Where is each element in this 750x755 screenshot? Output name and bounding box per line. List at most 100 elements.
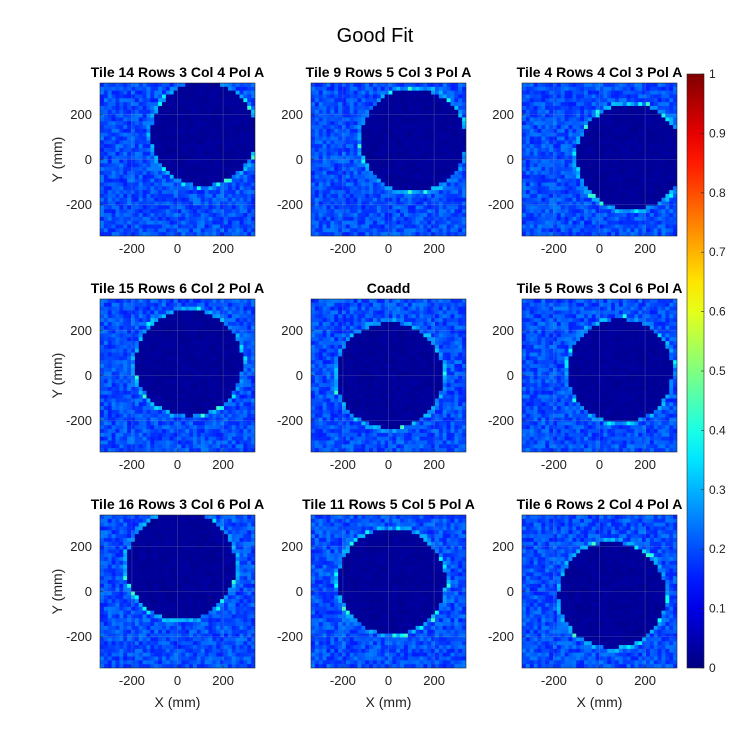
- panel-grid: -200 0 200 -200 0 200 Tile 14 Rows 3 Col 4 Pol…: [49, 64, 682, 710]
- x-axis-label: X (mm): [155, 694, 201, 710]
- colorbar-tick-label: 0.9: [709, 126, 726, 140]
- subplot-title: Coadd: [367, 280, 411, 296]
- x-tick-label: -200: [119, 241, 145, 256]
- y-tick-label: -200: [277, 413, 303, 428]
- figure-title: Good Fit: [337, 25, 414, 47]
- colorbar: 00.10.20.30.40.50.60.70.80.91: [687, 67, 726, 675]
- x-tick-label: -200: [541, 241, 567, 256]
- subplot-5: -200 0 200 -200 0 200 Coadd: [277, 280, 466, 472]
- colorbar-tick-label: 0.2: [709, 542, 726, 556]
- heatmap-field: [311, 83, 466, 236]
- colorbar-tick-label: 0.6: [709, 305, 726, 319]
- y-tick-label: -200: [66, 629, 92, 644]
- x-axis-label: X (mm): [577, 694, 623, 710]
- x-tick-label: 0: [174, 673, 181, 688]
- y-axis-label: Y (mm): [49, 137, 65, 183]
- x-tick-label: 0: [596, 673, 603, 688]
- x-tick-label: -200: [119, 457, 145, 472]
- colorbar-tick-label: 0.8: [709, 186, 726, 200]
- y-tick-label: 200: [281, 539, 303, 554]
- x-tick-label: 0: [174, 241, 181, 256]
- y-tick-label: -200: [66, 413, 92, 428]
- y-tick-label: 200: [492, 539, 514, 554]
- x-tick-label: -200: [330, 241, 356, 256]
- heatmap-field: [311, 299, 466, 452]
- colorbar-tick-label: 0.5: [709, 364, 726, 378]
- subplot-title: Tile 4 Rows 4 Col 3 Pol A: [517, 64, 683, 80]
- colorbar-tick-label: 0.7: [709, 245, 726, 259]
- x-tick-label: -200: [330, 457, 356, 472]
- subplot-title: Tile 16 Rows 3 Col 6 Pol A: [91, 496, 265, 512]
- subplot-title: Tile 11 Rows 5 Col 5 Pol A: [302, 496, 475, 512]
- y-tick-label: 200: [70, 539, 92, 554]
- subplot-title: Tile 5 Rows 3 Col 6 Pol A: [517, 280, 683, 296]
- x-tick-label: 0: [385, 457, 392, 472]
- heatmap-field: [100, 83, 255, 236]
- y-tick-label: 0: [85, 584, 92, 599]
- y-tick-label: 0: [507, 152, 514, 167]
- y-tick-label: -200: [277, 629, 303, 644]
- subplot-1: -200 0 200 -200 0 200 Tile 14 Rows 3 Col 4 Pol…: [49, 64, 264, 256]
- y-axis-label: Y (mm): [49, 569, 65, 615]
- x-tick-label: -200: [541, 457, 567, 472]
- colorbar-tick-label: 0.1: [709, 602, 726, 616]
- colorbar-tick-label: 1: [709, 67, 716, 81]
- x-tick-label: 200: [423, 241, 445, 256]
- y-axis-label: Y (mm): [49, 353, 65, 399]
- subplot-9: -200 0 200 -200 0 200 Tile 6 Rows 2 Col 4 Pol …: [488, 496, 682, 710]
- x-tick-label: 0: [385, 673, 392, 688]
- subplot-3: -200 0 200 -200 0 200 Tile 4 Rows 4 Col 3 Pol …: [488, 64, 682, 256]
- subplot-title: Tile 15 Rows 6 Col 2 Pol A: [91, 280, 265, 296]
- x-tick-label: 0: [596, 241, 603, 256]
- x-tick-label: -200: [119, 673, 145, 688]
- subplot-title: Tile 9 Rows 5 Col 3 Pol A: [306, 64, 472, 80]
- heatmap-field: [522, 515, 677, 668]
- y-tick-label: -200: [488, 629, 514, 644]
- x-tick-label: 200: [423, 673, 445, 688]
- heatmap-field: [522, 83, 677, 236]
- colorbar-tick-label: 0.3: [709, 483, 726, 497]
- y-tick-label: 200: [492, 323, 514, 338]
- y-tick-label: 0: [296, 368, 303, 383]
- heatmap-field: [522, 299, 677, 452]
- x-tick-label: 200: [634, 241, 656, 256]
- x-tick-label: 0: [596, 457, 603, 472]
- x-axis-label: X (mm): [366, 694, 412, 710]
- y-tick-label: 0: [507, 584, 514, 599]
- subplot-8: -200 0 200 -200 0 200 Tile 11 Rows 5 Col 5 Pol…: [277, 496, 475, 710]
- x-tick-label: -200: [541, 673, 567, 688]
- x-tick-label: 200: [212, 241, 234, 256]
- subplot-title: Tile 14 Rows 3 Col 4 Pol A: [91, 64, 265, 80]
- y-tick-label: -200: [488, 197, 514, 212]
- x-tick-label: 0: [385, 241, 392, 256]
- x-tick-label: 200: [634, 673, 656, 688]
- y-tick-label: -200: [66, 197, 92, 212]
- x-tick-label: 200: [423, 457, 445, 472]
- heatmap-field: [311, 515, 466, 668]
- subplot-2: -200 0 200 -200 0 200 Tile 9 Rows 5 Col 3 Pol …: [277, 64, 471, 256]
- y-tick-label: 0: [296, 584, 303, 599]
- y-tick-label: 200: [281, 107, 303, 122]
- y-tick-label: 200: [492, 107, 514, 122]
- y-tick-label: 200: [70, 107, 92, 122]
- y-tick-label: 0: [85, 368, 92, 383]
- x-tick-label: 200: [212, 673, 234, 688]
- y-tick-label: -200: [277, 197, 303, 212]
- x-tick-label: -200: [330, 673, 356, 688]
- subplot-4: -200 0 200 -200 0 200 Tile 15 Rows 6 Col 2 Pol…: [49, 280, 264, 472]
- subplot-7: -200 0 200 -200 0 200 Tile 16 Rows 3 Col 6 Pol…: [49, 496, 264, 710]
- y-tick-label: 0: [507, 368, 514, 383]
- heatmap-field: [100, 299, 255, 452]
- y-tick-label: 200: [281, 323, 303, 338]
- heatmap-field: [100, 515, 255, 668]
- y-tick-label: 200: [70, 323, 92, 338]
- subplot-title: Tile 6 Rows 2 Col 4 Pol A: [517, 496, 683, 512]
- colorbar-tick-label: 0.4: [709, 423, 726, 437]
- x-tick-label: 0: [174, 457, 181, 472]
- y-tick-label: -200: [488, 413, 514, 428]
- y-tick-label: 0: [296, 152, 303, 167]
- x-tick-label: 200: [212, 457, 234, 472]
- y-tick-label: 0: [85, 152, 92, 167]
